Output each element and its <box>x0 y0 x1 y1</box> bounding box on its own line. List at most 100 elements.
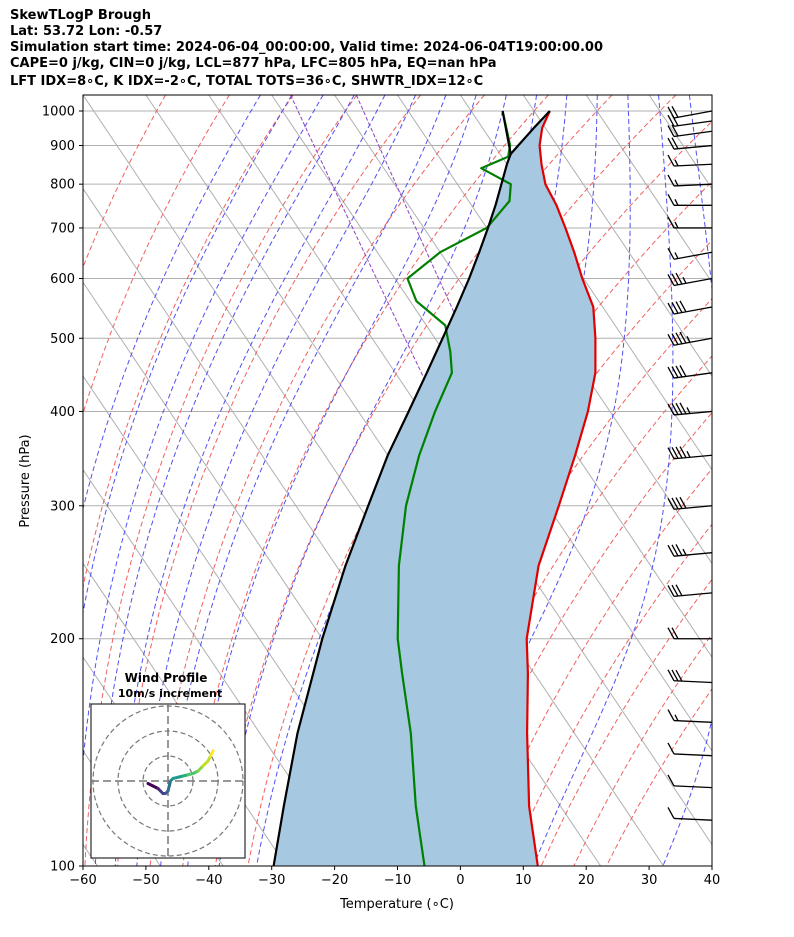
wind-barb <box>667 137 713 150</box>
dry-adiabat-line <box>117 95 422 866</box>
chart-title-line-3: Simulation start time: 2024-06-04_00:00:… <box>10 40 603 55</box>
series-line-dewpoint <box>396 110 512 866</box>
hodograph-inset: Wind Profile 10m/s increment <box>90 671 246 859</box>
x-tick-label: 10 <box>515 873 532 888</box>
wind-barb <box>667 247 713 260</box>
x-tick-label: −30 <box>258 873 285 888</box>
x-tick-label: −60 <box>69 873 96 888</box>
x-tick-label: 0 <box>456 873 464 888</box>
dry-adiabat-line <box>84 95 358 866</box>
y-tick-label: 500 <box>50 332 75 347</box>
hodograph-segment <box>209 749 215 758</box>
wind-barb <box>667 496 713 510</box>
dry-adiabat-line <box>573 633 712 866</box>
y-tick-label: 100 <box>50 860 75 875</box>
x-tick-label: −20 <box>321 873 348 888</box>
wind-barb <box>667 365 713 379</box>
moist-adiabat-line <box>160 95 447 866</box>
wind-barb <box>667 774 713 789</box>
wind-barb <box>667 709 713 723</box>
wind-barb <box>667 124 713 138</box>
chart-title-line-5: LFT IDX=8∘C, K IDX=-2∘C, TOTAL TOTS=36∘C… <box>10 74 484 89</box>
mixing-ratio-line <box>290 95 441 412</box>
chart-title-line-1: SkewTLogP Brough <box>10 8 151 23</box>
series-line-parcel-surface <box>501 110 512 155</box>
y-tick-label: 800 <box>50 178 75 193</box>
plot-area <box>83 95 794 866</box>
series-line-temperature <box>525 110 597 866</box>
wind-barb <box>667 584 713 598</box>
dry-adiabat-line <box>182 95 549 866</box>
x-tick-label: 40 <box>704 873 721 888</box>
x-tick-label: −10 <box>384 873 411 888</box>
moist-adiabat-line <box>83 95 324 767</box>
wind-barb <box>667 669 713 684</box>
chart-title-line-4: CAPE=0 j/kg, CIN=0 j/kg, LCL=877 hPa, LF… <box>10 56 497 71</box>
wind-barb <box>667 300 713 315</box>
y-tick-label: 1000 <box>42 104 75 119</box>
chart-title-line-2: Lat: 53.72 Lon: -0.57 <box>10 24 163 39</box>
series-line-parcel <box>272 110 551 866</box>
x-tick-label: −40 <box>195 873 222 888</box>
moist-adiabat-line <box>752 95 794 866</box>
wind-barb <box>667 807 713 821</box>
axes: −60 −50 −40 −30 −20 −10 0 10 20 30 40 1000 900 800 700… <box>42 104 720 888</box>
hodograph-title: Wind Profile <box>125 671 208 685</box>
hodograph-subtitle: 10m/s increment <box>118 687 222 700</box>
dry-adiabat-line <box>442 411 712 866</box>
dry-adiabat-line <box>83 95 167 269</box>
x-tick-label: 20 <box>578 873 595 888</box>
dry-adiabat-line <box>149 95 485 866</box>
wind-barb <box>667 446 713 460</box>
dry-adiabat-line <box>475 467 712 866</box>
dry-adiabat-line <box>345 239 712 866</box>
x-tick-label: 30 <box>641 873 658 888</box>
wind-barb <box>667 742 713 757</box>
isotherm-line <box>775 95 794 866</box>
y-axis-label: Pressure (hPa) <box>18 434 33 527</box>
dry-adiabat-line <box>410 355 712 866</box>
isotherm-line <box>334 95 712 658</box>
moist-adiabat-line <box>94 95 355 866</box>
wind-barb <box>667 544 713 557</box>
wind-barb <box>667 154 713 167</box>
moist-adiabat-line <box>662 95 712 866</box>
cape-shaded-area <box>273 111 596 866</box>
y-tick-label: 700 <box>50 221 75 236</box>
moist-adiabat-line <box>114 95 386 866</box>
y-tick-label: 900 <box>50 139 75 154</box>
isotherm-line <box>83 468 350 866</box>
moist-adiabat-line <box>218 95 507 866</box>
y-tick-label: 400 <box>50 405 75 420</box>
wind-barb <box>667 114 713 127</box>
y-tick-label: 300 <box>50 499 75 514</box>
x-tick-label: −50 <box>132 873 159 888</box>
dry-adiabat-line <box>247 95 677 866</box>
dry-adiabat-line <box>83 95 294 590</box>
wind-barb <box>667 216 712 229</box>
moist-adiabat-line <box>187 95 477 866</box>
moist-adiabat-line <box>434 95 631 866</box>
wind-barb <box>667 402 713 416</box>
y-tick-label: 200 <box>50 632 75 647</box>
wind-barb <box>667 174 713 187</box>
wind-barbs <box>667 105 713 821</box>
moist-adiabat-line <box>136 95 416 866</box>
moist-adiabat-line <box>720 95 794 866</box>
isotherm-line <box>397 95 712 565</box>
isotherm-line <box>648 95 712 190</box>
wind-barb <box>667 194 712 206</box>
y-tick-label: 600 <box>50 272 75 287</box>
isotherm-line <box>522 95 712 377</box>
wind-barb <box>667 105 713 119</box>
isotherm-line <box>711 95 712 96</box>
dry-adiabat-line <box>605 688 712 866</box>
moist-adiabat-line <box>83 95 293 616</box>
x-axis-label: Temperature (∘C) <box>339 897 454 912</box>
wind-barb <box>667 627 712 640</box>
isotherm-line <box>585 95 712 284</box>
wind-barb <box>667 272 713 287</box>
wind-barb <box>667 331 713 346</box>
dry-adiabat-line <box>214 95 613 866</box>
